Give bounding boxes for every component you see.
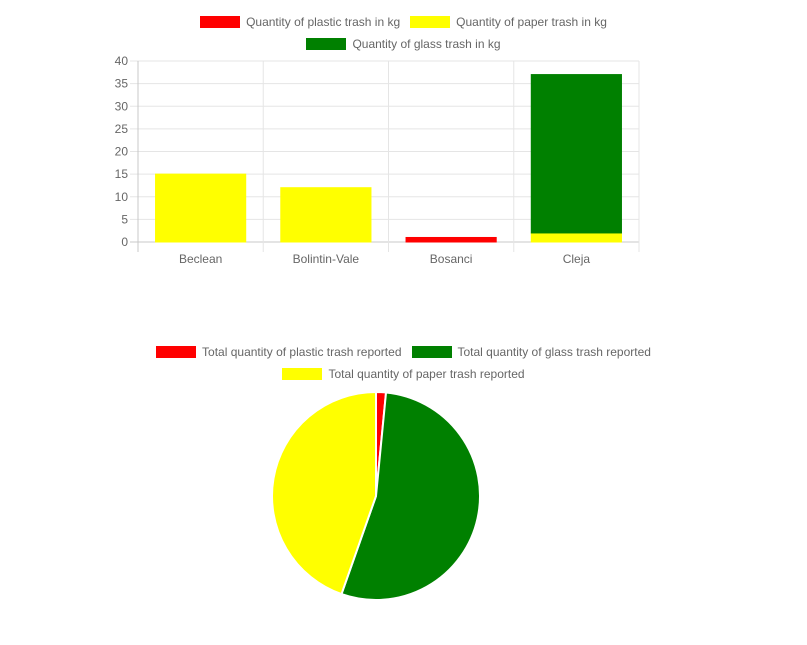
bar-legend-row-2: Quantity of glass trash in kg xyxy=(0,37,807,51)
pie-legend-swatch-plastic xyxy=(156,346,197,358)
bar-legend-swatch-paper xyxy=(410,16,451,28)
pie-slice-paper xyxy=(271,390,377,596)
pie-legend-label-paper: Total quantity of paper trash reported xyxy=(328,367,525,381)
y-tick-label: 15 xyxy=(115,167,129,181)
pie-legend-row-1: Total quantity of plastic trash reported… xyxy=(0,345,807,359)
bar-chart: 0 5 10 15 20 25 30 35 40 Beclean Bolintin-Vale Bosa… xyxy=(115,54,640,266)
bar-bolintin-vale-paper xyxy=(280,187,372,243)
bar-bosanci-plastic xyxy=(405,236,497,243)
pie-legend-label-glass: Total quantity of glass trash reported xyxy=(457,345,651,359)
pie-chart xyxy=(271,390,481,601)
bar-cleja-paper xyxy=(530,232,622,243)
bar-legend-label-glass: Quantity of glass trash in kg xyxy=(352,37,501,51)
x-tick-label: Cleja xyxy=(563,252,591,266)
pie-legend-item-plastic[interactable]: Total quantity of plastic trash reported xyxy=(156,345,402,359)
bar-legend-item-glass[interactable]: Quantity of glass trash in kg xyxy=(306,37,501,51)
y-tick-label: 40 xyxy=(115,54,129,68)
pie-legend-item-paper[interactable]: Total quantity of paper trash reported xyxy=(282,367,525,381)
y-tick-label: 10 xyxy=(115,190,129,204)
x-tick-label: Bosanci xyxy=(430,252,473,266)
bar-legend-item-plastic[interactable]: Quantity of plastic trash in kg xyxy=(200,15,400,29)
x-tick-label: Beclean xyxy=(179,252,222,266)
bar-legend-swatch-plastic xyxy=(200,16,241,28)
y-tick-label: 30 xyxy=(115,99,129,113)
pie-legend-item-glass[interactable]: Total quantity of glass trash reported xyxy=(411,345,651,359)
pie-legend-swatch-paper xyxy=(282,368,323,380)
bar-legend-row-1: Quantity of plastic trash in kg Quantity… xyxy=(0,15,807,29)
bar-legend-swatch-glass xyxy=(306,38,347,50)
pie-legend-row-2: Total quantity of paper trash reported xyxy=(0,367,807,381)
y-tick-label: 25 xyxy=(115,122,129,136)
bar-beclean-paper xyxy=(155,173,247,243)
y-tick-label: 5 xyxy=(121,212,128,226)
bar-legend-label-plastic: Quantity of plastic trash in kg xyxy=(246,15,401,29)
pie-legend-label-plastic: Total quantity of plastic trash reported xyxy=(202,345,402,359)
bar-legend-label-paper: Quantity of paper trash in kg xyxy=(456,15,607,29)
pie-legend-swatch-glass xyxy=(411,346,452,358)
y-tick-label: 35 xyxy=(115,77,129,91)
bar-legend-item-paper[interactable]: Quantity of paper trash in kg xyxy=(410,15,607,29)
pie-slice-glass xyxy=(340,391,481,601)
y-tick-label: 20 xyxy=(115,145,129,159)
x-tick-label: Bolintin-Vale xyxy=(293,252,360,266)
bar-cleja-glass xyxy=(530,74,622,234)
y-tick-label: 0 xyxy=(121,235,128,249)
